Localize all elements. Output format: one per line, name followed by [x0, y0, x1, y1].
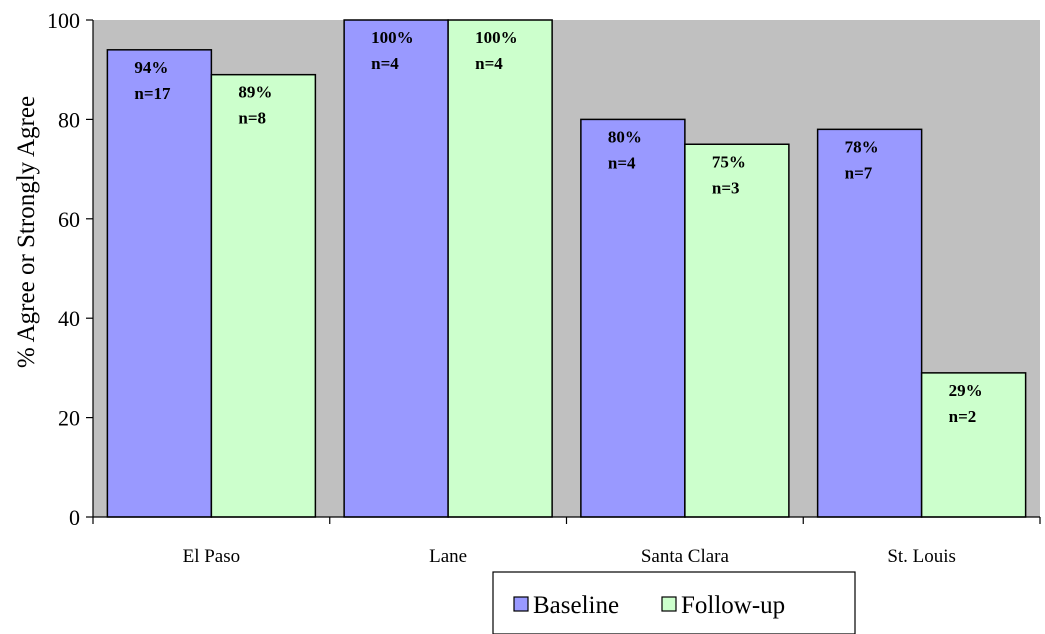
x-tick-label: Santa Clara [641, 546, 730, 567]
data-label: 100% [475, 28, 518, 47]
bars-group [106, 19, 1027, 518]
data-label: 29% [949, 381, 983, 400]
data-label: n=2 [949, 407, 977, 426]
data-label: n=17 [134, 84, 171, 103]
data-label: 75% [712, 152, 746, 171]
y-tick-label: 0 [69, 505, 80, 530]
data-label: n=3 [712, 178, 740, 197]
legend: Baseline Follow-up [492, 571, 856, 634]
data-label: n=4 [475, 54, 503, 73]
data-label: 100% [371, 28, 414, 47]
legend-swatch-follow-up [661, 596, 677, 612]
x-tick-label: Lane [429, 546, 467, 567]
bar-baseline-el-paso [106, 49, 213, 518]
data-label: 80% [608, 127, 642, 146]
legend-label: Follow-up [681, 592, 785, 619]
data-label: 94% [134, 58, 168, 77]
data-label: 78% [845, 137, 879, 156]
bar-follow-up-st-louis [920, 372, 1027, 518]
x-tick-label: El Paso [183, 546, 241, 567]
axes-group: 0 20 40 60 80 100 El Paso Lane Santa Clara St. Lo… [47, 8, 1041, 567]
data-label: n=8 [238, 109, 266, 128]
data-label: 89% [238, 83, 272, 102]
x-tick-label: St. Louis [887, 546, 956, 567]
data-label: n=4 [371, 54, 399, 73]
y-tick-label: 100 [47, 8, 80, 33]
y-tick-label: 40 [58, 306, 80, 331]
legend-swatch-baseline [513, 596, 529, 612]
data-label: n=4 [608, 153, 636, 172]
y-axis-title: % Agree or Strongly Agree [13, 96, 40, 368]
data-label: n=7 [845, 163, 873, 182]
bar-baseline-lane [343, 19, 449, 518]
data-labels-group: 94% n=17 89% n=8 100% n=4 100% n=4 80% n=4 75% n=3 7… [134, 28, 982, 426]
bar-follow-up-santa-clara [684, 143, 790, 518]
bar-follow-up-el-paso [210, 73, 317, 518]
y-tick-label: 60 [58, 207, 80, 232]
bar-follow-up-lane [447, 19, 553, 518]
legend-label: Baseline [533, 592, 619, 619]
bar-baseline-st-louis [816, 128, 923, 518]
y-tick-label: 80 [58, 107, 80, 132]
bar-baseline-santa-clara [580, 118, 686, 518]
y-tick-label: 20 [58, 406, 80, 431]
